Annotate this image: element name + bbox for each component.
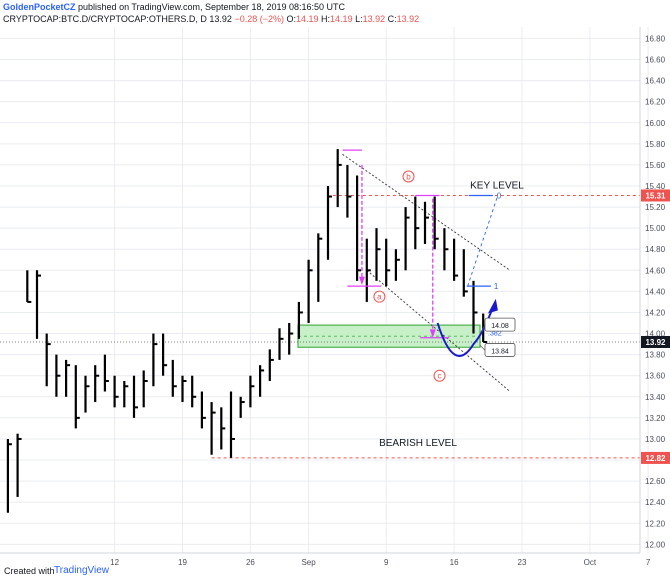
low-value: 13.92 bbox=[362, 14, 386, 24]
channel-upper bbox=[342, 154, 511, 271]
callout-lower-label: 13.84 bbox=[491, 348, 509, 355]
last-price: 13.92 bbox=[209, 14, 232, 24]
y-tick-label: 13.00 bbox=[645, 435, 666, 444]
author-link[interactable]: GoldenPocketCZ bbox=[3, 2, 76, 12]
projection-leg bbox=[467, 195, 499, 287]
callout-leader-upper bbox=[479, 324, 486, 334]
projection-label-1: 1 bbox=[494, 282, 499, 291]
callout-leader-lower bbox=[479, 344, 486, 351]
y-tick-label: 16.60 bbox=[645, 56, 666, 65]
measure-arrow-1 bbox=[358, 276, 365, 286]
y-tick-label: 13.60 bbox=[645, 372, 666, 381]
x-tick-label: 9 bbox=[384, 558, 389, 567]
y-tick-label: 14.40 bbox=[645, 287, 666, 296]
publish-line: GoldenPocketCZ published on TradingView.… bbox=[3, 2, 345, 13]
symbol-name[interactable]: CRYPTOCAP:BTC.D/CRYPTOCAP:OTHERS.D, D bbox=[3, 14, 207, 24]
publish-info: published on TradingView.com, September … bbox=[78, 2, 346, 12]
y-tick-label: 15.60 bbox=[645, 161, 666, 170]
y-tick-label: 15.20 bbox=[645, 203, 666, 212]
measure-arrow-2 bbox=[429, 329, 436, 338]
low-label: L: bbox=[355, 14, 363, 24]
y-tick-label: 16.80 bbox=[645, 34, 666, 43]
price-badge-label: 13.92 bbox=[645, 338, 666, 347]
high-label: H: bbox=[321, 14, 331, 24]
price-badge bbox=[641, 189, 670, 202]
created-with-text: Created with bbox=[4, 566, 55, 576]
y-tick-label: 13.20 bbox=[645, 414, 666, 423]
y-tick-label: 15.00 bbox=[645, 224, 666, 233]
ohlc-bars bbox=[6, 149, 488, 513]
x-tick-label: Sep bbox=[301, 558, 316, 567]
y-tick-label: 16.20 bbox=[645, 98, 666, 107]
x-tick-label: 19 bbox=[178, 558, 187, 567]
close-label: C: bbox=[387, 14, 397, 24]
y-tick-label: 14.60 bbox=[645, 266, 666, 275]
grid bbox=[0, 27, 649, 553]
y-tick-label: 14.80 bbox=[645, 245, 666, 254]
bearish-level-label: BEARISH LEVEL bbox=[379, 438, 457, 449]
fib-label: .382 bbox=[488, 331, 502, 338]
wave-point-circle bbox=[373, 290, 386, 303]
y-tick-label: 15.40 bbox=[645, 182, 666, 191]
wave-point-circle bbox=[433, 369, 446, 382]
open-label: O: bbox=[286, 14, 296, 24]
footer: Created with TradingView bbox=[0, 561, 670, 580]
open-value: 14.19 bbox=[296, 14, 319, 24]
x-tick-label: 16 bbox=[450, 558, 459, 567]
y-tick-label: 14.00 bbox=[645, 330, 666, 339]
callout-upper-box bbox=[484, 317, 516, 332]
tradingview-logo[interactable]: TradingView bbox=[54, 565, 110, 576]
y-tick-label: 12.40 bbox=[645, 498, 666, 507]
price-change: −0.28 (−2%) bbox=[234, 14, 284, 24]
high-value: 14.19 bbox=[330, 14, 353, 24]
y-tick-label: 12.20 bbox=[645, 519, 666, 528]
price-badges: 15.31 13.92 12.82 bbox=[641, 189, 670, 464]
close-value: 13.92 bbox=[396, 14, 420, 24]
y-tick-label: 15.80 bbox=[645, 140, 666, 149]
x-tick-label: 26 bbox=[246, 558, 255, 567]
y-tick-label: 14.20 bbox=[645, 308, 666, 317]
y-tick-label: 12.60 bbox=[645, 477, 666, 486]
x-axis[interactable]: 12 19 26 Sep 9 16 23 Oct 7 bbox=[110, 558, 651, 567]
chart-header: GoldenPocketCZ published on TradingView.… bbox=[0, 0, 670, 26]
x-tick-label: 12 bbox=[110, 558, 119, 567]
channel-lower bbox=[366, 269, 511, 392]
price-badge-label: 15.31 bbox=[645, 191, 666, 200]
projection-label-0: 0 bbox=[497, 191, 502, 200]
y-tick-label: 13.80 bbox=[645, 351, 666, 360]
wave-point-circle bbox=[402, 170, 415, 183]
callout-upper-label: 14.08 bbox=[491, 323, 509, 330]
symbol-line: CRYPTOCAP:BTC.D/CRYPTOCAP:OTHERS.D, D 13… bbox=[3, 14, 419, 25]
expected-path-arrow bbox=[487, 298, 498, 314]
x-tick-label: Oct bbox=[584, 558, 597, 567]
wave-point-label: b bbox=[406, 173, 411, 182]
y-tick-label: 16.00 bbox=[645, 119, 666, 128]
y-tick-label: 16.40 bbox=[645, 77, 666, 86]
price-badge-label: 12.82 bbox=[645, 454, 666, 463]
y-tick-label: 12.00 bbox=[645, 540, 666, 549]
wave-point-label: a bbox=[377, 293, 382, 302]
price-badge bbox=[641, 451, 670, 464]
x-tick-label: 23 bbox=[518, 558, 527, 567]
key-level-label: KEY LEVEL bbox=[470, 180, 524, 191]
plot-background bbox=[0, 27, 640, 553]
price-badge bbox=[641, 335, 670, 348]
x-tick-label: 7 bbox=[646, 558, 651, 567]
wave-point-label: c bbox=[438, 372, 442, 381]
y-tick-label: 13.40 bbox=[645, 393, 666, 402]
